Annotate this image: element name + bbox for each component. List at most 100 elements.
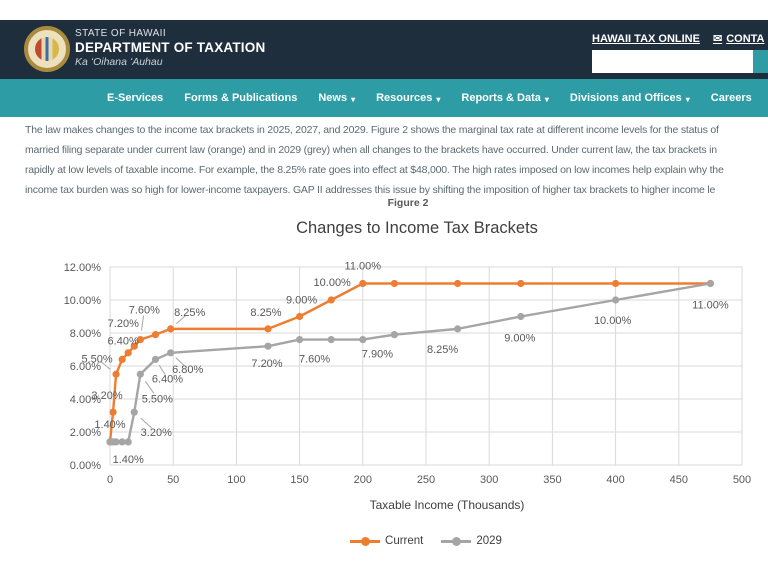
- nav-item-label: Resources: [376, 92, 433, 104]
- search-button[interactable]: [753, 50, 768, 73]
- search-input[interactable]: [592, 50, 753, 73]
- series-current: [106, 279, 715, 446]
- svg-text:1.40%: 1.40%: [94, 419, 125, 431]
- gridlines: [109, 266, 743, 466]
- svg-text:6.80%: 6.80%: [172, 364, 203, 376]
- svg-text:9.00%: 9.00%: [286, 295, 317, 307]
- svg-text:200: 200: [354, 474, 372, 486]
- svg-text:8.25%: 8.25%: [427, 344, 458, 356]
- svg-text:2.00%: 2.00%: [70, 427, 101, 439]
- svg-text:9.00%: 9.00%: [504, 333, 535, 345]
- svg-text:450: 450: [670, 474, 688, 486]
- seal-emblem: [35, 37, 59, 61]
- svg-text:5.50%: 5.50%: [81, 353, 112, 365]
- legend-label: Current: [385, 535, 424, 547]
- nav-item-careers[interactable]: Careers: [711, 92, 752, 104]
- hawaii-tax-online-label: HAWAII TAX ONLINE: [592, 32, 700, 45]
- legend-marker-icon: [350, 536, 381, 546]
- nav-item-label: E-Services: [107, 92, 164, 104]
- svg-text:8.25%: 8.25%: [174, 307, 205, 319]
- svg-text:350: 350: [543, 474, 561, 486]
- svg-text:50: 50: [167, 474, 179, 486]
- chevron-down-icon: ▾: [685, 94, 690, 104]
- svg-text:6.40%: 6.40%: [108, 335, 139, 347]
- envelope-icon: ✉: [712, 33, 723, 45]
- svg-text:3.20%: 3.20%: [91, 390, 122, 402]
- svg-text:6.40%: 6.40%: [152, 373, 183, 385]
- figure-label: Figure 2: [387, 197, 429, 209]
- article-text-line: rapidly at low levels of taxable income.…: [25, 164, 724, 176]
- x-axis-ticks: 0 50 100 150 200 250 300 350 400 450 500: [107, 474, 751, 486]
- chevron-down-icon: ▾: [544, 94, 549, 104]
- svg-text:11.00%: 11.00%: [345, 261, 382, 273]
- contact-link[interactable]: ✉ CONTA: [712, 32, 765, 46]
- y-axis-ticks: 0.00% 2.00% 4.00% 6.00% 8.00% 10.00% 12.00%: [64, 262, 102, 472]
- svg-text:7.20%: 7.20%: [108, 318, 139, 330]
- contact-label: CONTA: [726, 32, 765, 45]
- chevron-down-icon: ▾: [351, 94, 356, 104]
- svg-text:6.00%: 6.00%: [70, 361, 101, 373]
- header-links: HAWAII TAX ONLINE ✉ CONTA: [592, 32, 765, 46]
- svg-text:7.20%: 7.20%: [251, 358, 282, 370]
- svg-text:150: 150: [290, 474, 308, 486]
- nav-item-label: News: [318, 92, 348, 104]
- chevron-down-icon: ▾: [436, 94, 441, 104]
- svg-text:0.00%: 0.00%: [70, 460, 101, 472]
- svg-text:8.25%: 8.25%: [250, 307, 281, 319]
- svg-text:8.00%: 8.00%: [70, 328, 101, 340]
- nav-item-reports-data[interactable]: Reports & Data ▾: [461, 92, 548, 104]
- primary-nav: E-Services Forms & Publications News ▾ Resou…: [0, 79, 768, 117]
- site-header: STATE OF HAWAII DEPARTMENT OF TAXATION K…: [0, 20, 768, 79]
- article-text-line: income tax burden was so high for lower-…: [25, 184, 716, 196]
- article-text: The law makes changes to the income tax …: [0, 117, 768, 200]
- x-axis-title: Taxable Income (Thousands): [369, 498, 525, 512]
- hawaii-tax-online-link[interactable]: HAWAII TAX ONLINE: [592, 33, 700, 45]
- svg-text:5.50%: 5.50%: [142, 393, 173, 405]
- agency-state-line: STATE OF HAWAII: [75, 28, 166, 39]
- article-text-line: The law makes changes to the income tax …: [25, 124, 719, 136]
- svg-text:10.00%: 10.00%: [314, 277, 352, 289]
- article-text-line: married filing separate under current la…: [25, 144, 717, 156]
- nav-item-resources[interactable]: Resources ▾: [376, 92, 440, 104]
- legend-label: 2029: [476, 535, 502, 547]
- nav-item-label: Reports & Data: [461, 92, 541, 104]
- nav-item-news[interactable]: News ▾: [318, 92, 355, 104]
- svg-text:500: 500: [733, 474, 751, 486]
- svg-text:1.40%: 1.40%: [113, 454, 144, 466]
- svg-text:100: 100: [227, 474, 245, 486]
- browser-top-strip: [0, 0, 768, 20]
- nav-item-label: Careers: [710, 92, 752, 104]
- svg-text:12.00%: 12.00%: [64, 262, 102, 274]
- hawaii-state-seal-logo[interactable]: [24, 26, 70, 72]
- agency-hawaiian-name: Ka ʻOihana ʻAuhau: [75, 56, 163, 69]
- chart-plot-area: 0 50 100 150 200 250 300 350 400 450 500 0.00% 2.00%…: [64, 261, 751, 487]
- chart-legend: Current 2029: [110, 535, 742, 547]
- agency-department-name: DEPARTMENT OF TAXATION: [75, 40, 266, 55]
- svg-text:7.90%: 7.90%: [362, 349, 393, 361]
- svg-text:7.60%: 7.60%: [299, 354, 330, 366]
- svg-text:10.00%: 10.00%: [64, 295, 102, 307]
- svg-text:7.60%: 7.60%: [129, 305, 160, 317]
- svg-text:4.00%: 4.00%: [70, 394, 101, 406]
- svg-text:10.00%: 10.00%: [594, 315, 632, 327]
- legend-item-current: Current: [350, 535, 423, 547]
- chart-title: Changes to Income Tax Brackets: [296, 219, 538, 237]
- svg-text:250: 250: [417, 474, 435, 486]
- legend-item-2029: 2029: [441, 535, 502, 547]
- nav-item-forms-publications[interactable]: Forms & Publications: [184, 92, 297, 104]
- nav-item-label: Divisions and Offices: [569, 92, 682, 104]
- svg-text:300: 300: [480, 474, 498, 486]
- svg-text:0: 0: [107, 474, 113, 486]
- header-search: [592, 50, 768, 73]
- legend-marker-icon: [441, 536, 472, 546]
- data-labels: 1.40%3.20%5.50%6.40%7.20%7.60% 8.25% 8.25%…: [81, 261, 728, 466]
- income-tax-brackets-chart: 0 50 100 150 200 250 300 350 400 450 500 0.00% 2.00%…: [0, 252, 768, 564]
- svg-text:11.00%: 11.00%: [692, 300, 729, 312]
- series-2029: [106, 279, 715, 446]
- svg-text:3.20%: 3.20%: [141, 427, 172, 439]
- svg-text:400: 400: [606, 474, 624, 486]
- nav-item-divisions-and-offices[interactable]: Divisions and Offices ▾: [570, 92, 690, 104]
- agency-title-block: STATE OF HAWAII DEPARTMENT OF TAXATION K…: [75, 28, 265, 69]
- nav-item-e-services[interactable]: E-Services: [107, 92, 163, 104]
- nav-item-label: Forms & Publications: [184, 92, 298, 104]
